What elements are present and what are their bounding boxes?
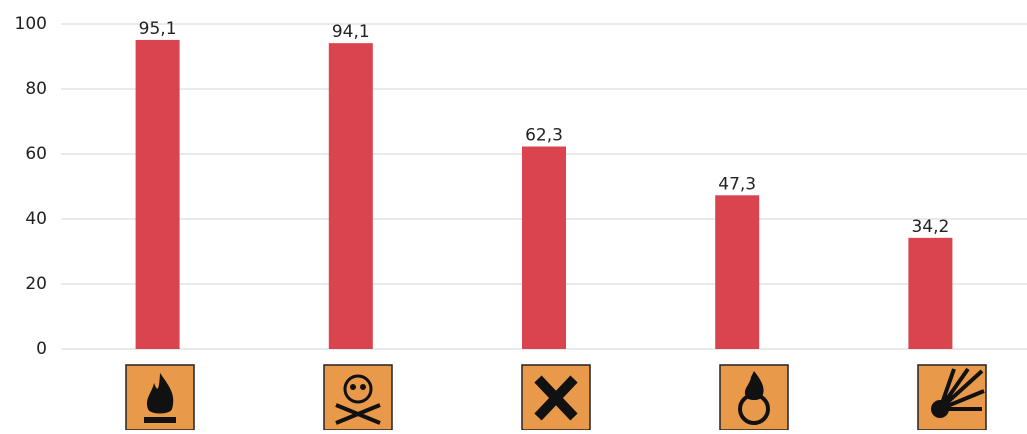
bar: [328, 43, 373, 350]
icon-oxidizing: [719, 364, 789, 431]
hazard-icons: [125, 364, 987, 431]
icon-flammable: [125, 364, 195, 431]
y-tick-label: 20: [25, 274, 47, 294]
bar: [135, 39, 180, 350]
value-label: 94,1: [332, 22, 370, 42]
bar: [522, 146, 566, 349]
value-label: 62,3: [525, 126, 563, 146]
bar: [715, 195, 760, 349]
y-tick-label: 100: [15, 14, 47, 34]
icon-explosive: [917, 364, 987, 431]
value-label: 47,3: [718, 174, 756, 194]
y-tick-label: 40: [25, 209, 47, 229]
y-tick-label: 0: [36, 339, 47, 359]
icon-toxic: [323, 364, 393, 431]
icon-harmful: [521, 364, 591, 431]
bar: [908, 237, 953, 349]
value-label: 34,2: [911, 217, 949, 237]
y-tick-label: 60: [25, 144, 47, 164]
value-label: 95,1: [139, 19, 177, 39]
y-tick-label: 80: [25, 79, 47, 99]
